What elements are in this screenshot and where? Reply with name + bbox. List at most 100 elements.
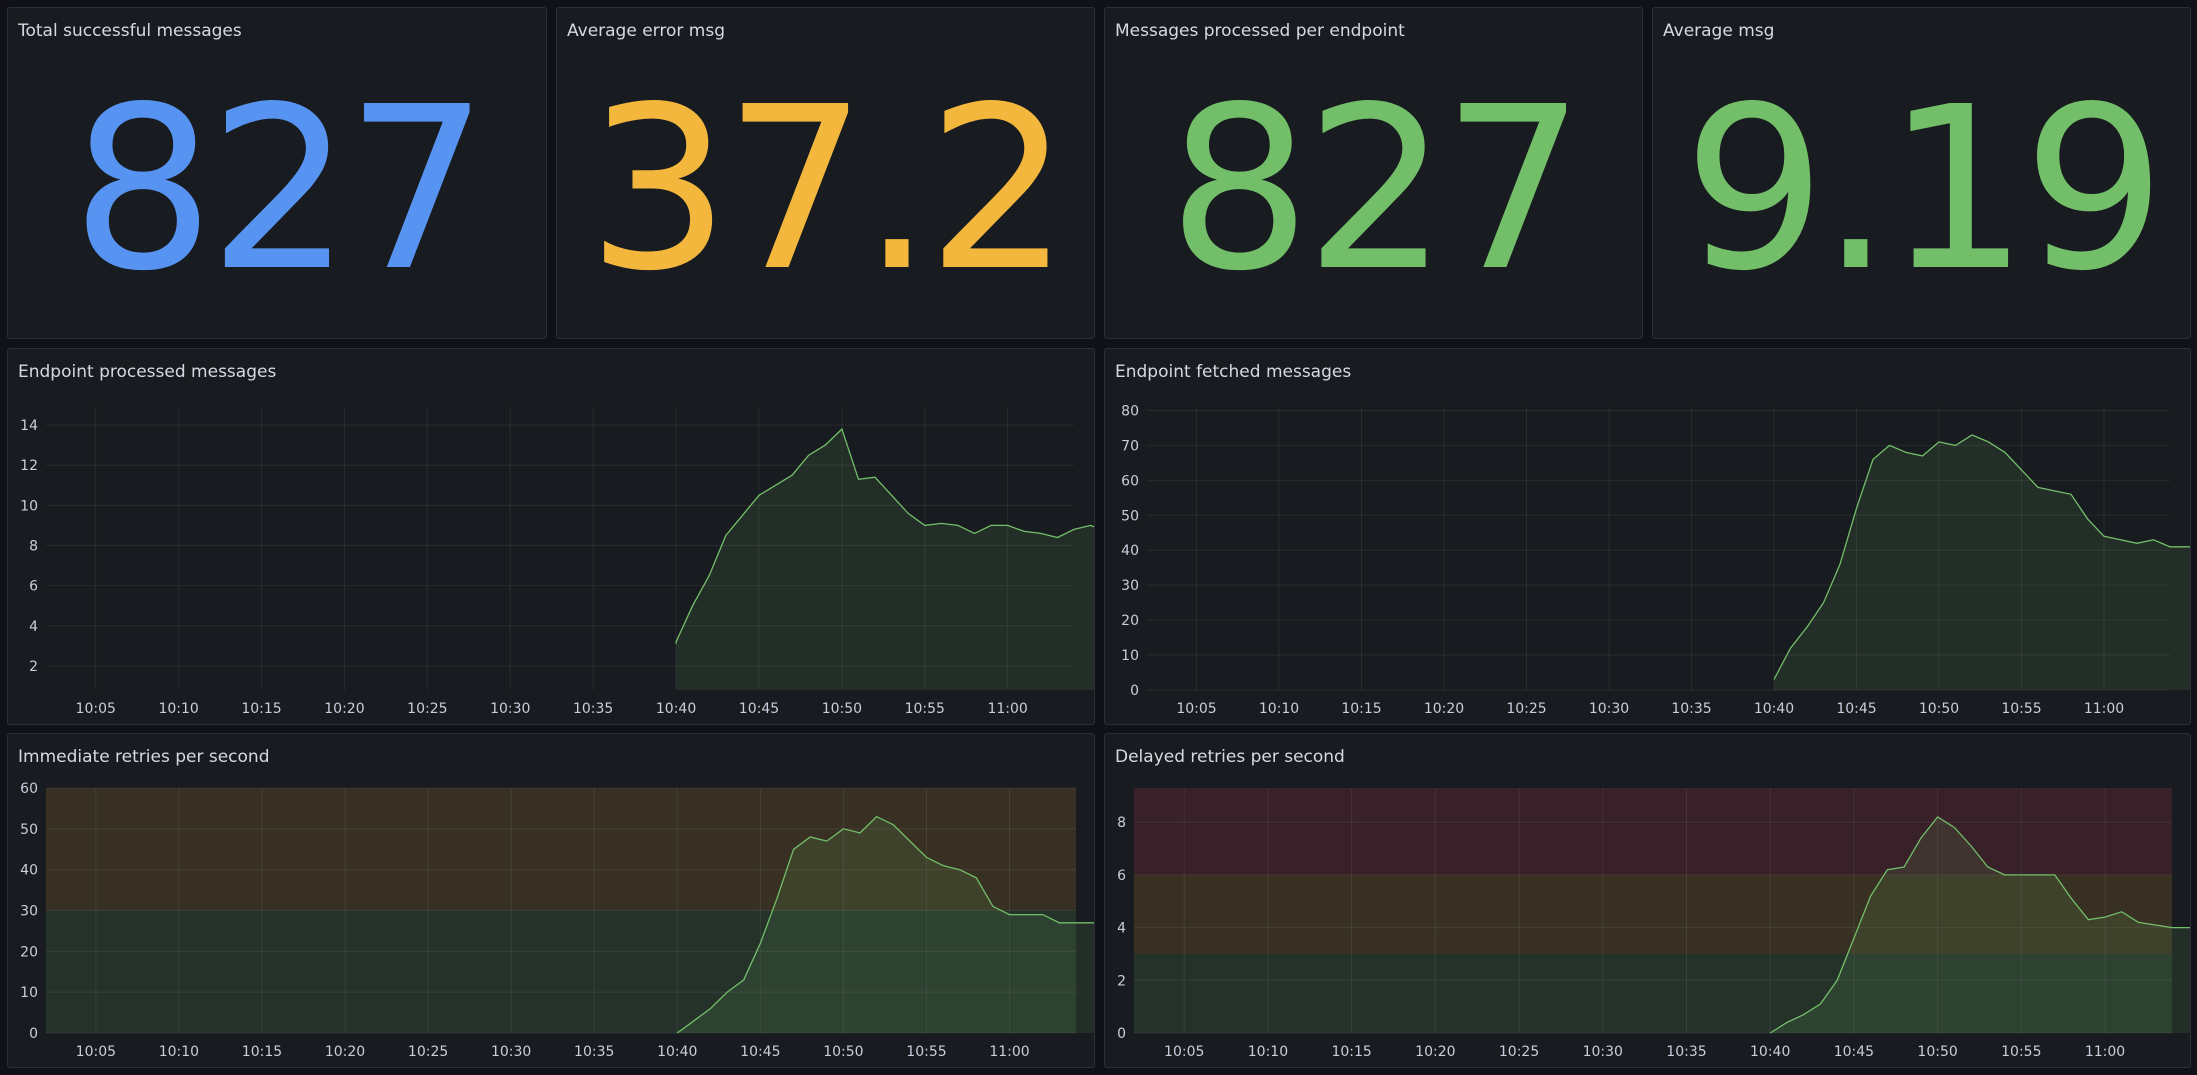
panel-title: Delayed retries per second [1115, 747, 1345, 767]
panel-title: Immediate retries per second [18, 747, 270, 767]
x-tick-label: 10:35 [573, 701, 613, 717]
stat-value: 9.19 [1683, 58, 2166, 321]
x-tick-label: 10:25 [408, 1044, 448, 1060]
series-line [675, 427, 1094, 644]
x-tick-label: 11:00 [2085, 1044, 2125, 1060]
x-tick-label: 10:05 [76, 701, 116, 717]
x-tick-label: 10:10 [159, 1044, 199, 1060]
y-tick-label: 12 [20, 458, 38, 474]
stat-value: 37.2 [587, 58, 1070, 321]
x-tick-label: 10:10 [1259, 701, 1299, 717]
x-tick-label: 10:10 [1248, 1044, 1288, 1060]
x-tick-label: 10:35 [1666, 1044, 1706, 1060]
x-tick-label: 11:00 [2084, 701, 2124, 717]
x-tick-label: 10:40 [1754, 701, 1794, 717]
y-tick-label: 60 [20, 781, 38, 797]
x-tick-label: 10:45 [739, 701, 779, 717]
series-area [1770, 817, 2190, 1033]
y-tick-label: 50 [20, 822, 38, 838]
series-line [1769, 816, 2190, 1034]
y-tick-label: 20 [1121, 613, 1139, 629]
timeseries-panel-processed[interactable]: Endpoint processed messages 10:05 10:10 10… [7, 348, 1095, 725]
panel-title: Average msg [1663, 21, 1775, 41]
stat-panel-total-successful[interactable]: Total successful messages 827 [7, 7, 547, 339]
x-tick-label: 10:50 [1917, 1044, 1957, 1060]
threshold-band-0 [46, 910, 1076, 1033]
x-tick-label: 10:55 [2001, 1044, 2041, 1060]
x-tick-label: 10:35 [1671, 701, 1711, 717]
x-tick-label: 10:45 [1836, 701, 1876, 717]
stat-panel-processed-per-endpoint[interactable]: Messages processed per endpoint 827 [1104, 7, 1643, 339]
immediate-retries-chart: 10:05 10:10 10:15 10:20 10:25 10:30 10:35 10:40… [20, 781, 1094, 1060]
x-tick-label: 10:05 [76, 1044, 116, 1060]
x-tick-label: 10:50 [1919, 701, 1959, 717]
processed-chart: 10:05 10:10 10:15 10:20 10:25 10:30 10:35 10:40… [20, 407, 1094, 717]
y-tick-label: 14 [20, 418, 38, 434]
y-tick-label: 10 [20, 498, 38, 514]
x-tick-label: 10:15 [1331, 1044, 1371, 1060]
x-tick-label: 10:30 [1583, 1044, 1623, 1060]
x-tick-label: 10:20 [1424, 701, 1464, 717]
panel-title: Endpoint processed messages [18, 362, 277, 382]
x-tick-label: 10:05 [1176, 701, 1216, 717]
x-tick-label: 10:55 [905, 701, 945, 717]
stat-panel-average-msg[interactable]: Average msg 9.19 [1652, 7, 2191, 339]
x-tick-label: 11:00 [989, 1044, 1029, 1060]
series-line [676, 815, 1094, 1034]
panel-title: Total successful messages [18, 21, 242, 41]
y-tick-label: 80 [1121, 403, 1139, 419]
series-area [677, 816, 1094, 1033]
y-tick-label: 8 [29, 538, 38, 554]
x-tick-label: 10:20 [1415, 1044, 1455, 1060]
panel-title: Average error msg [567, 21, 725, 41]
series-area [1774, 435, 2190, 690]
x-tick-label: 10:20 [325, 1044, 365, 1060]
x-tick-label: 10:30 [1589, 701, 1629, 717]
threshold-band-2 [1134, 788, 2172, 875]
fetched-chart: 10:05 10:10 10:15 10:20 10:25 10:30 10:35 10:40… [1121, 403, 2190, 717]
y-tick-label: 70 [1121, 438, 1139, 454]
stat-panel-average-error[interactable]: Average error msg 37.2 [556, 7, 1095, 339]
x-tick-label: 10:45 [1834, 1044, 1874, 1060]
timeseries-panel-delayed-retries[interactable]: Delayed retries per second 10:05 10:10 10:… [1104, 733, 2191, 1068]
x-tick-label: 10:05 [1164, 1044, 1204, 1060]
y-tick-label: 2 [1117, 973, 1126, 989]
y-tick-label: 6 [1117, 868, 1126, 884]
y-tick-label: 10 [20, 985, 38, 1001]
x-tick-label: 10:35 [574, 1044, 614, 1060]
threshold-band-0 [1134, 953, 2172, 1033]
x-tick-label: 10:40 [657, 1044, 697, 1060]
x-tick-label: 10:25 [1506, 701, 1546, 717]
x-tick-label: 10:45 [740, 1044, 780, 1060]
threshold-band-1 [1134, 874, 2172, 954]
x-tick-label: 10:50 [822, 701, 862, 717]
y-tick-label: 6 [29, 579, 38, 595]
y-tick-label: 20 [20, 944, 38, 960]
x-tick-label: 10:30 [491, 1044, 531, 1060]
y-tick-label: 10 [1121, 648, 1139, 664]
stat-value: 827 [1167, 58, 1585, 321]
x-tick-label: 11:00 [987, 701, 1027, 717]
x-tick-label: 10:15 [241, 701, 281, 717]
timeseries-panel-fetched[interactable]: Endpoint fetched messages 10:05 10:10 10:1… [1104, 348, 2191, 725]
stat-value: 827 [71, 58, 488, 321]
x-tick-label: 10:25 [1499, 1044, 1539, 1060]
x-tick-label: 10:30 [490, 701, 530, 717]
y-tick-label: 2 [29, 659, 38, 675]
y-tick-label: 40 [1121, 543, 1139, 559]
series-line [1773, 434, 2190, 680]
x-tick-label: 10:15 [1341, 701, 1381, 717]
panel-title: Messages processed per endpoint [1115, 21, 1405, 41]
x-tick-label: 10:40 [1750, 1044, 1790, 1060]
timeseries-panel-immediate-retries[interactable]: Immediate retries per second 10:05 10:10 1… [7, 733, 1095, 1068]
x-tick-label: 10:15 [242, 1044, 282, 1060]
series-area [676, 429, 1094, 690]
x-tick-label: 10:50 [823, 1044, 863, 1060]
y-tick-label: 0 [29, 1026, 38, 1042]
y-tick-label: 4 [1117, 921, 1126, 937]
panel-title: Endpoint fetched messages [1115, 362, 1352, 382]
delayed-retries-chart: 10:05 10:10 10:15 10:20 10:25 10:30 10:35 10:40… [1117, 788, 2190, 1060]
y-tick-label: 0 [1117, 1026, 1126, 1042]
x-tick-label: 10:10 [158, 701, 198, 717]
y-tick-label: 0 [1130, 683, 1139, 699]
